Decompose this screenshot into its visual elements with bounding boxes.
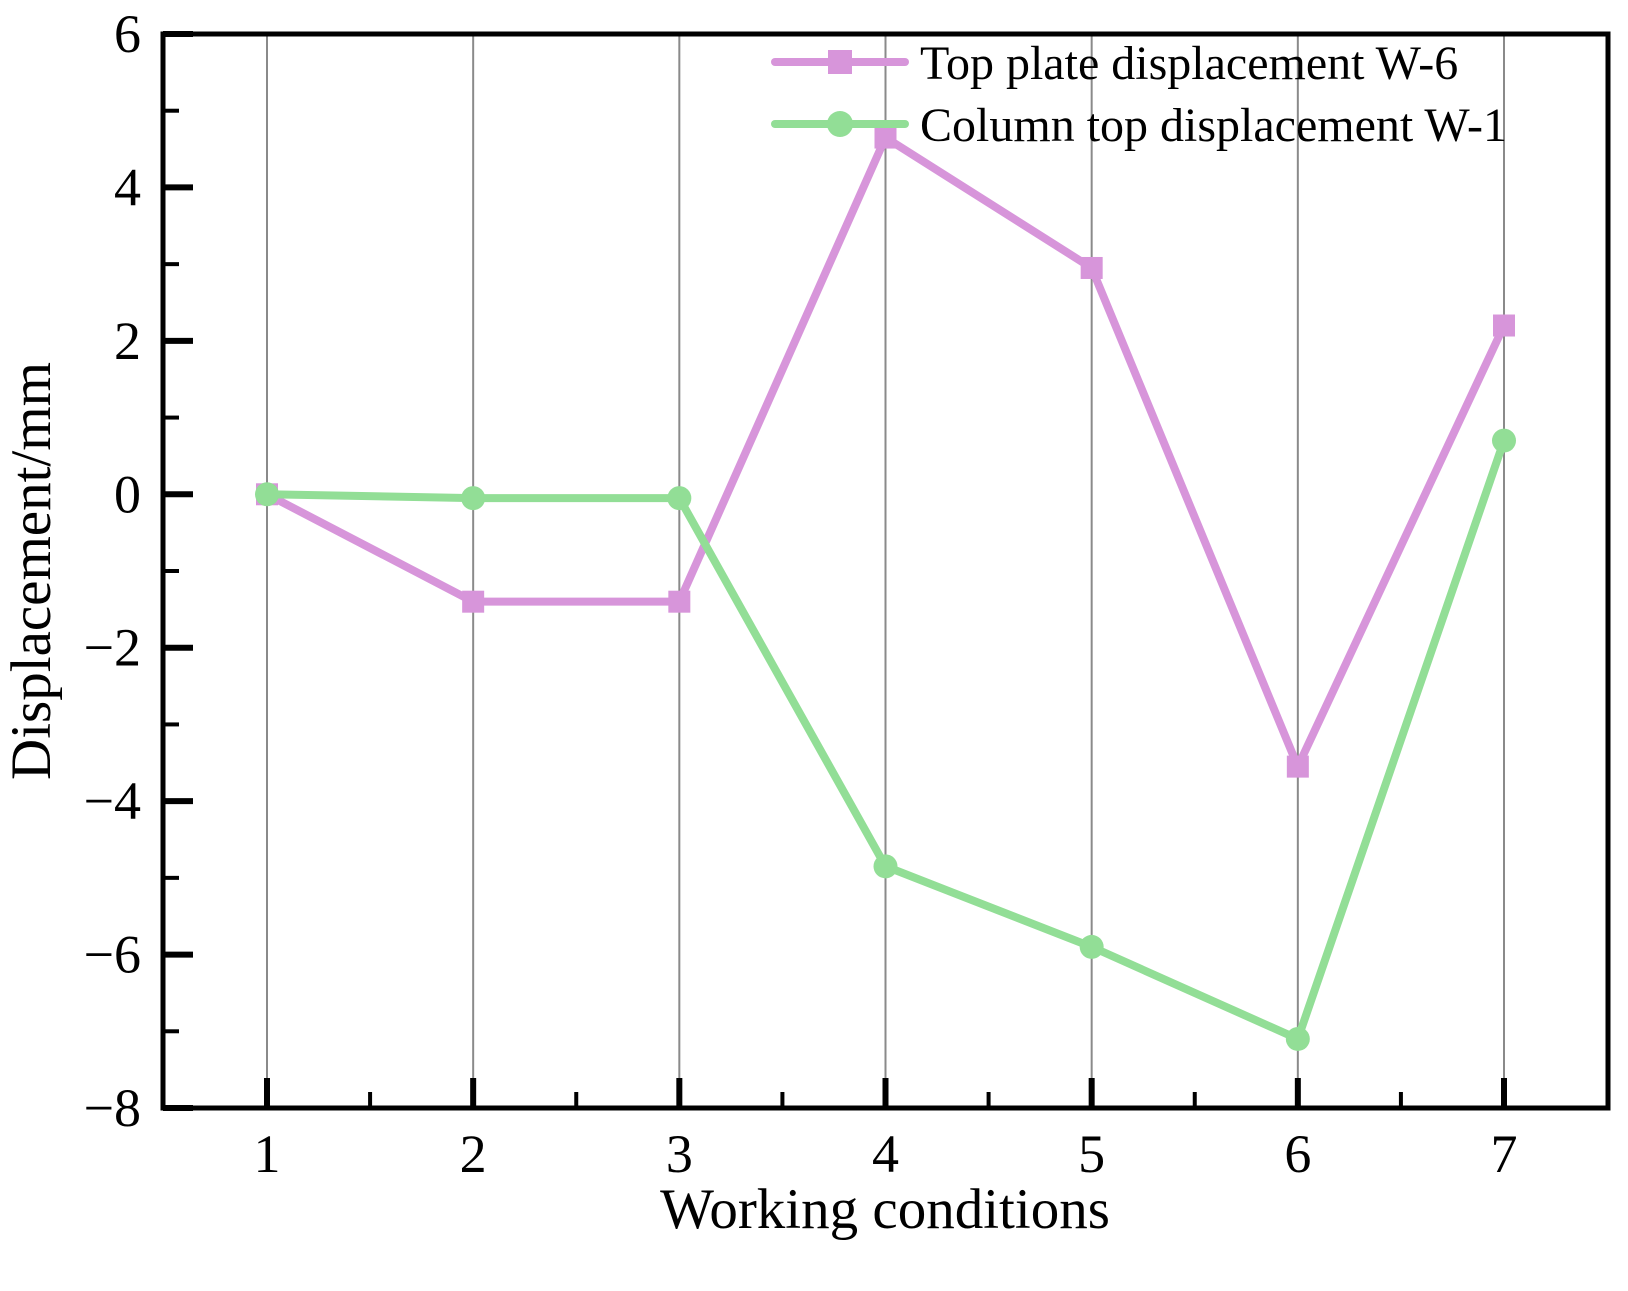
data-point-circle: [667, 486, 692, 511]
x-tick-label: 6: [1284, 1124, 1311, 1184]
y-tick-label: −8: [84, 1078, 141, 1138]
x-tick-label: 3: [666, 1124, 693, 1184]
x-tick-label: 2: [460, 1124, 487, 1184]
x-tick-labels: 1 2 3 4 5 6 7: [254, 1124, 1518, 1184]
data-point-square: [874, 126, 897, 149]
legend-marker-circle: [827, 111, 853, 137]
y-tick-label: 4: [114, 157, 141, 217]
data-point-circle: [1079, 934, 1104, 959]
y-tick-label: 0: [114, 464, 141, 524]
data-point-circle: [461, 486, 486, 511]
y-tick-labels: −8 −6 −4 −2 0 2 4 6: [84, 4, 141, 1138]
data-point-square: [1493, 314, 1515, 337]
data-point-circle: [255, 482, 279, 507]
data-point-circle: [1285, 1026, 1310, 1051]
legend-samples: [771, 50, 909, 137]
data-point-circle: [1492, 428, 1516, 453]
y-axis-title: Displacement/mm: [0, 362, 63, 780]
legend-label-column-top: Column top displacement W-1: [920, 99, 1507, 152]
data-point-square: [1286, 755, 1309, 778]
y-tick-label: −6: [84, 925, 141, 985]
legend-label-top-plate: Top plate displacement W-6: [920, 37, 1458, 90]
y-tick-label: 6: [114, 4, 141, 64]
data-point-square: [668, 590, 691, 613]
y-tick-label: −2: [84, 618, 141, 678]
x-tick-label: 4: [872, 1124, 899, 1184]
x-axis-title: Working conditions: [660, 1178, 1110, 1241]
data-point-square: [1080, 256, 1103, 279]
y-tick-label: 2: [114, 311, 141, 371]
x-tick-label: 1: [254, 1124, 281, 1184]
series-lines: [255, 126, 1516, 1051]
legend: Top plate displacement W-6 Column top di…: [771, 37, 1507, 152]
gridlines: [266, 34, 1505, 1108]
x-tick-label: 5: [1078, 1124, 1105, 1184]
x-tick-label: 7: [1491, 1124, 1518, 1184]
legend-marker-square: [828, 50, 852, 74]
axis-ticks: [163, 31, 1507, 1111]
data-point-square: [462, 590, 485, 613]
data-point-circle: [873, 854, 898, 879]
y-tick-label: −4: [84, 771, 141, 831]
